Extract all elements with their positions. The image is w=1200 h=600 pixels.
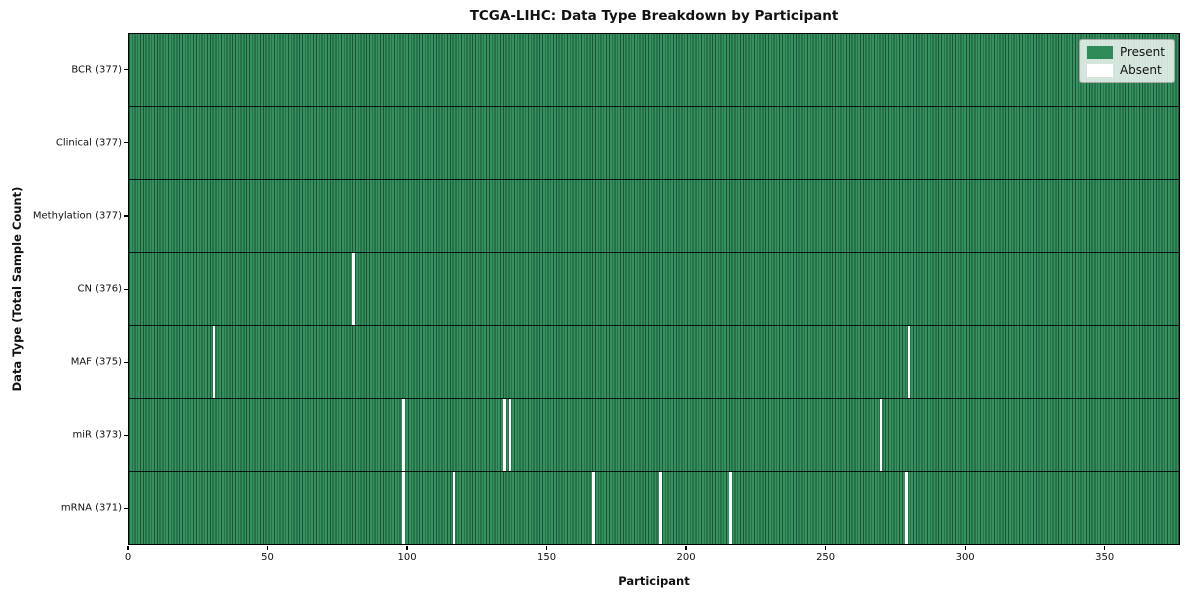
absent-marker [728, 472, 732, 544]
y-tick-label: BCR (377) [71, 64, 122, 76]
x-tick-label: 100 [397, 552, 417, 563]
absent-marker [402, 399, 406, 471]
y-tick-label: Clinical (377) [55, 137, 122, 149]
heatmap-plot-area [128, 33, 1180, 545]
absent-marker [879, 399, 883, 471]
y-tick-mark [124, 507, 128, 510]
absent-swatch [1086, 63, 1113, 77]
x-tick-mark [266, 546, 269, 550]
heatmap-row [129, 398, 1179, 471]
heatmap-row [129, 34, 1179, 106]
x-tick-mark [1104, 546, 1106, 550]
heatmap-row [129, 106, 1179, 179]
y-tick-mark [124, 434, 128, 436]
y-tick-label: CN (376) [77, 283, 122, 295]
x-tick-label: 250 [816, 552, 836, 563]
y-tick-label: miR (373) [72, 429, 122, 441]
x-tick-label: 200 [676, 552, 696, 563]
absent-marker [502, 399, 506, 471]
y-tick-label: Methylation (377) [32, 210, 122, 222]
x-tick-label: 50 [261, 552, 274, 563]
legend-item: Absent [1086, 63, 1165, 77]
y-tick-mark [124, 288, 128, 290]
present-swatch [1086, 45, 1113, 59]
absent-marker [212, 326, 216, 398]
x-tick-label: 300 [955, 552, 975, 563]
legend: Present Absent [1078, 39, 1175, 83]
y-tick-label: MAF (375) [70, 356, 122, 368]
legend-label: Present [1119, 45, 1165, 59]
absent-marker [452, 472, 456, 544]
y-tick-mark [124, 142, 128, 144]
legend-item: Present [1086, 45, 1165, 59]
absent-marker [659, 472, 662, 544]
legend-label: Absent [1119, 63, 1162, 77]
x-tick-mark [964, 546, 966, 550]
x-tick-label: 0 [124, 552, 132, 563]
absent-marker [592, 472, 595, 544]
heatmap-row [129, 179, 1179, 252]
heatmap-row [129, 325, 1179, 398]
x-tick-mark [406, 546, 408, 550]
y-tick-mark [124, 361, 128, 363]
x-tick-label: 350 [1095, 552, 1115, 563]
chart-title: TCGA-LIHC: Data Type Breakdown by Partic… [469, 8, 839, 24]
y-tick-mark [124, 215, 128, 217]
y-axis-label: Data Type (Total Sample Count) [10, 186, 24, 392]
absent-marker [402, 472, 406, 544]
x-tick-mark [685, 546, 687, 550]
x-tick-label: 150 [537, 552, 557, 563]
absent-marker [508, 399, 512, 471]
x-tick-mark [127, 546, 129, 550]
y-tick-mark [124, 69, 128, 71]
y-tick-label: mRNA (371) [60, 502, 122, 514]
absent-marker [904, 472, 908, 544]
absent-marker [907, 326, 911, 398]
x-tick-mark [545, 546, 548, 550]
absent-marker [352, 253, 356, 325]
heatmap-row [129, 252, 1179, 325]
heatmap-row [129, 471, 1179, 544]
x-tick-mark [825, 546, 827, 550]
x-axis-label: Participant [618, 574, 690, 588]
